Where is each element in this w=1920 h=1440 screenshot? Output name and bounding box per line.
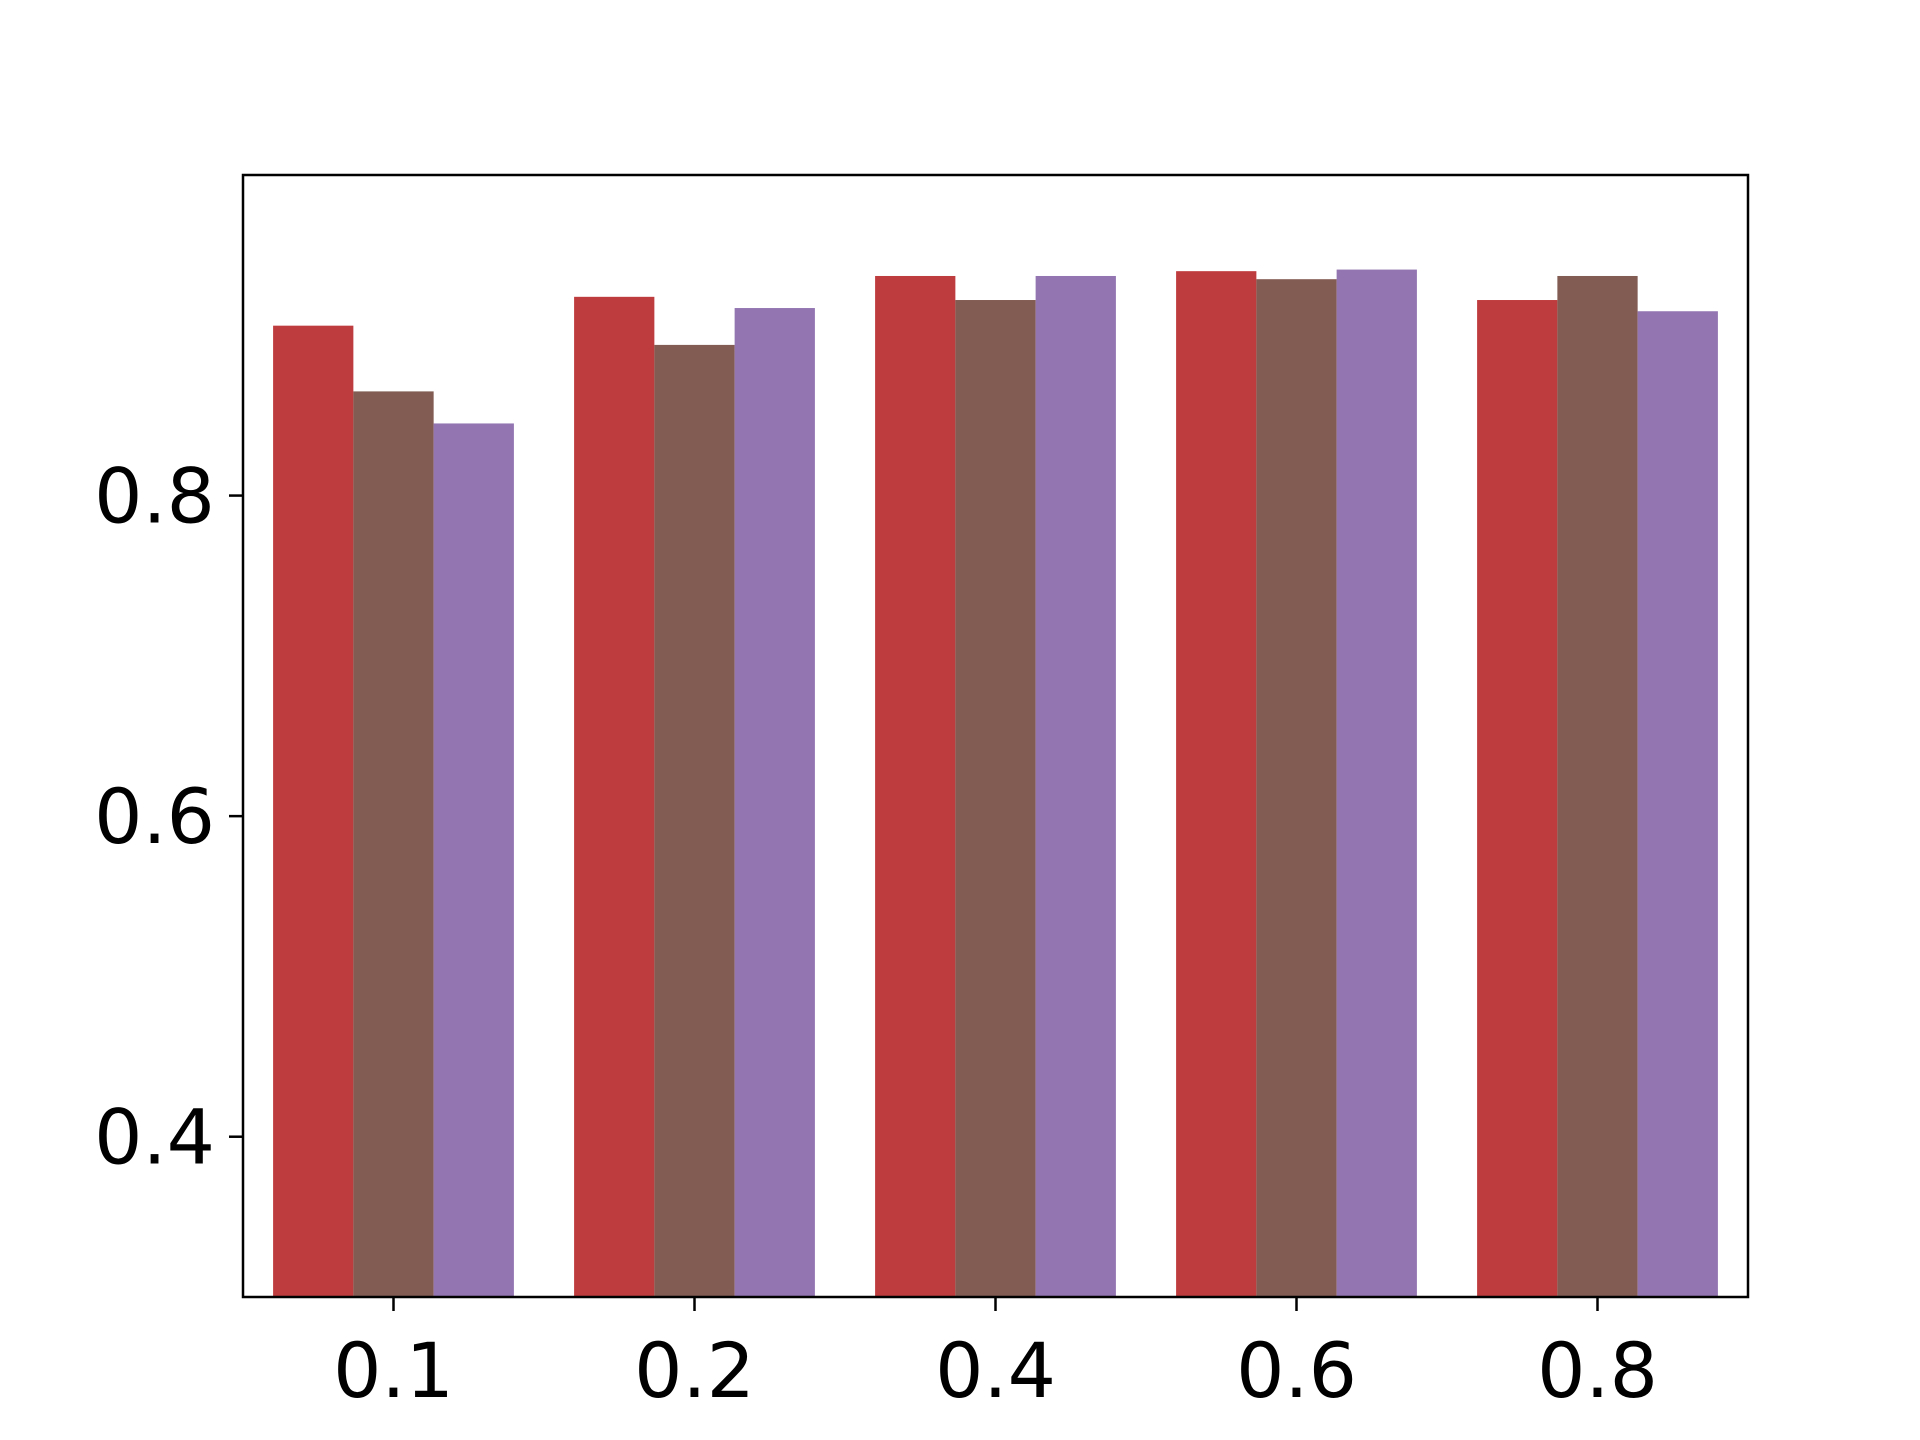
bar-0.2-series-1	[574, 296, 655, 1297]
x-tick-label: 0.2	[634, 1326, 755, 1415]
bar-0.6-series-1	[1176, 271, 1257, 1297]
bar-0.8-series-1	[1477, 300, 1558, 1297]
x-tick-label: 0.1	[333, 1326, 454, 1415]
bar-0.4-series-1	[875, 275, 956, 1298]
y-tick-label: 0.6	[94, 772, 215, 861]
y-tick-label: 0.4	[94, 1093, 215, 1182]
x-tick-label: 0.8	[1537, 1326, 1658, 1415]
bar-0.6-series-3	[1336, 269, 1417, 1297]
bar-0.6-series-2	[1256, 279, 1337, 1297]
bar-0.2-series-2	[654, 344, 735, 1297]
y-tick-label: 0.8	[94, 452, 215, 541]
bar-0.2-series-3	[734, 308, 815, 1297]
x-axis: 0.1 0.2 0.4 0.6 0.8	[333, 1297, 1658, 1415]
y-axis: 0.4 0.6 0.8	[94, 452, 243, 1182]
x-tick-label: 0.6	[1236, 1326, 1357, 1415]
bar-0.4-series-2	[955, 300, 1036, 1297]
bar-0.8-series-2	[1557, 275, 1638, 1298]
bars-group	[273, 269, 1718, 1298]
bar-0.8-series-3	[1637, 311, 1718, 1297]
bar-0.4-series-3	[1035, 275, 1116, 1298]
bar-0.1-series-1	[273, 325, 354, 1297]
bar-0.1-series-2	[353, 391, 434, 1297]
bar-0.1-series-3	[433, 423, 514, 1297]
x-tick-label: 0.4	[935, 1326, 1056, 1415]
